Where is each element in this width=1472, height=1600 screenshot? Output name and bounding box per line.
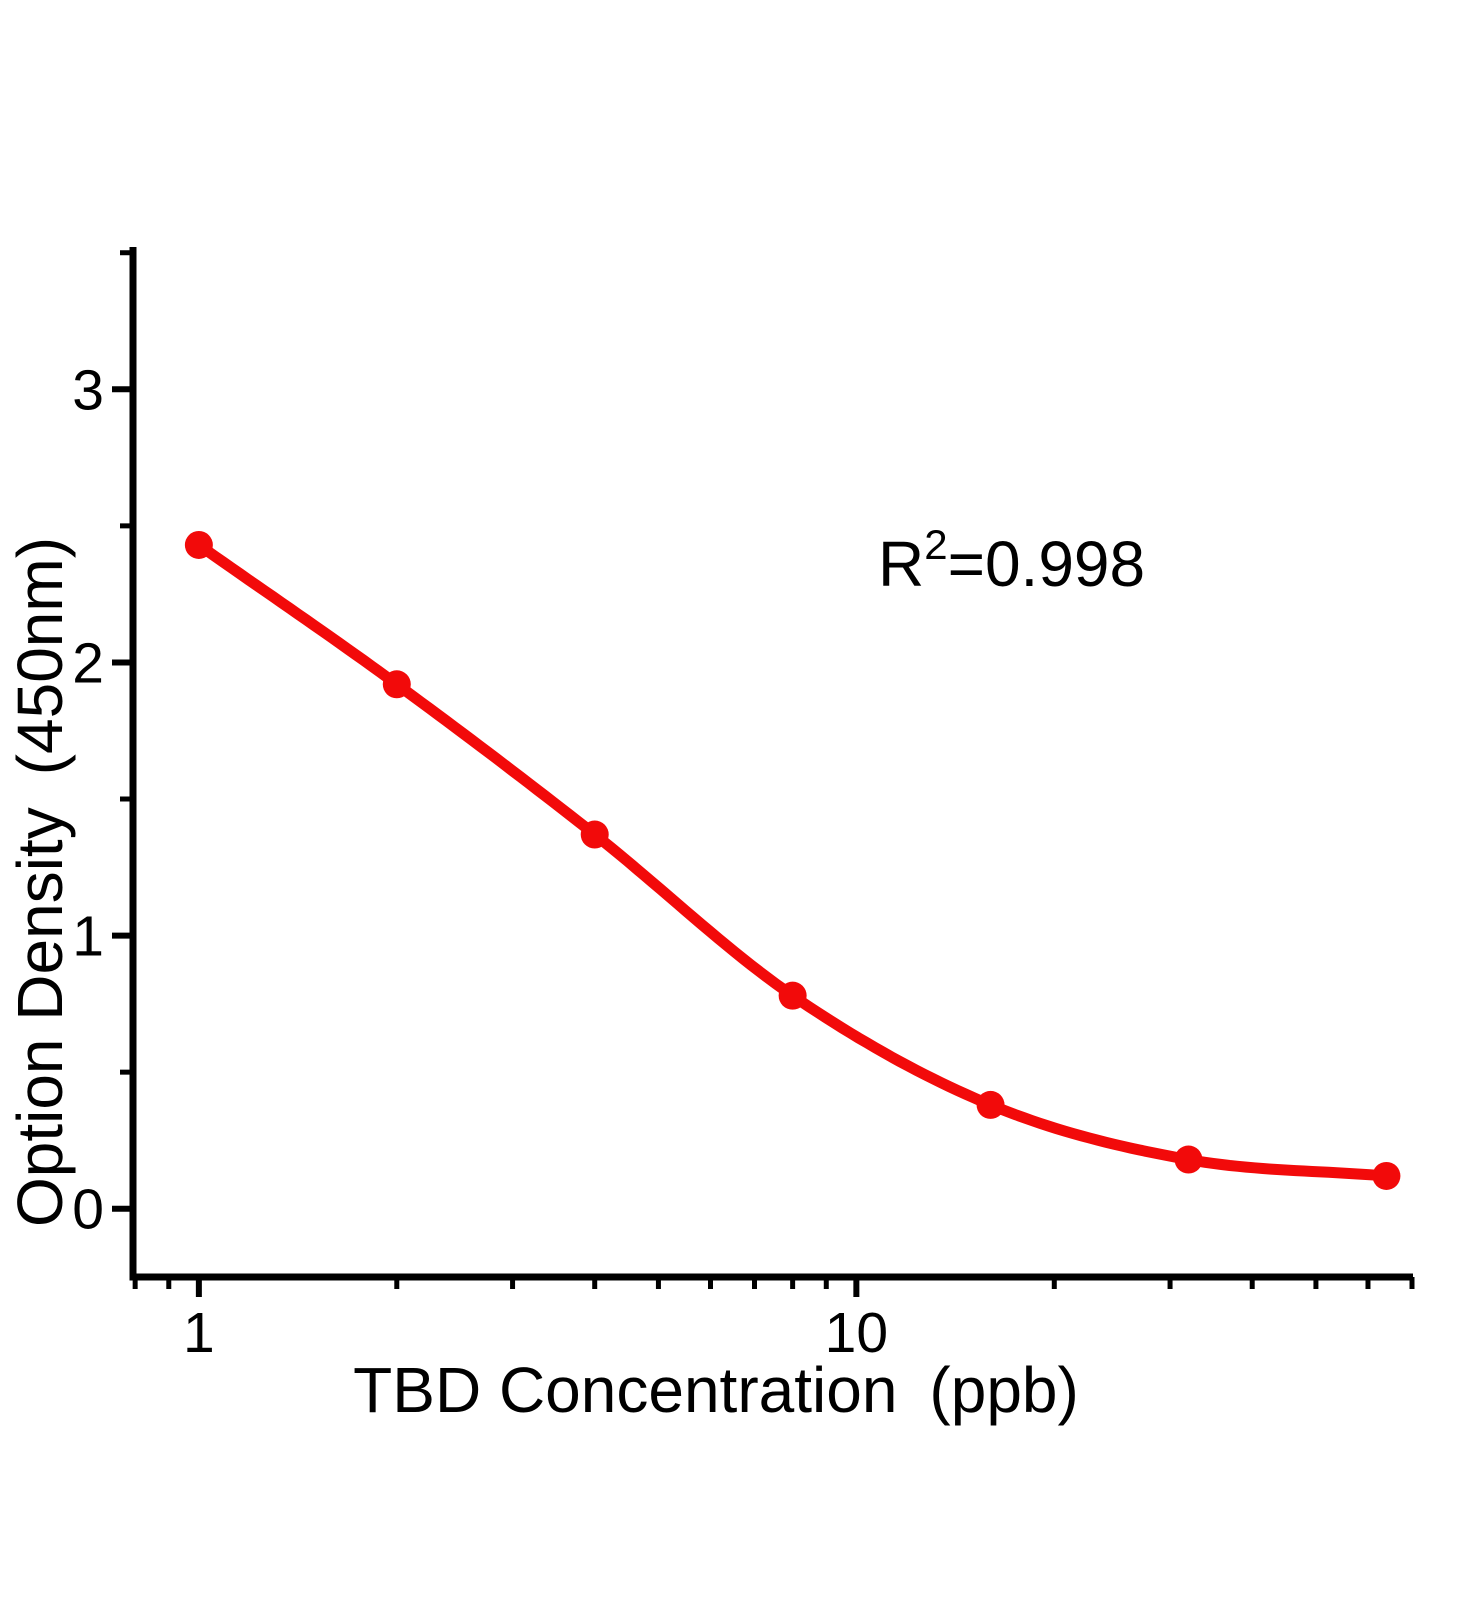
data-point xyxy=(778,981,807,1010)
data-points xyxy=(184,530,1401,1190)
fit-curve-line xyxy=(193,539,1392,1182)
data-point xyxy=(976,1090,1005,1119)
y-tick-label: 3 xyxy=(72,358,104,422)
data-point xyxy=(184,530,213,559)
r-squared-base: R xyxy=(878,528,924,600)
data-point xyxy=(1174,1145,1203,1174)
x-axis: 1 10 xyxy=(129,1273,1415,1365)
data-point xyxy=(580,820,609,849)
data-point xyxy=(1372,1161,1401,1190)
y-axis-ticks xyxy=(112,250,133,1212)
data-point xyxy=(382,670,411,699)
y-axis-title: Option Density (450nm) xyxy=(4,537,76,1227)
y-tick-label: 1 xyxy=(72,905,104,969)
y-tick-label: 0 xyxy=(72,1178,104,1242)
r-squared-superscript: 2 xyxy=(924,521,947,568)
y-tick-label: 2 xyxy=(72,631,104,695)
x-axis-title: TBD Concentration (ppb) xyxy=(353,1354,1079,1426)
x-tick-label: 1 xyxy=(183,1301,215,1365)
y-axis: 0 1 2 3 xyxy=(72,247,137,1281)
x-axis-tick-labels: 1 10 xyxy=(183,1301,888,1365)
r-squared-annotation: R2=0.998 xyxy=(878,521,1145,600)
x-tick-label: 10 xyxy=(825,1301,888,1365)
y-axis-tick-labels: 0 1 2 3 xyxy=(72,358,104,1241)
r-squared-value: =0.998 xyxy=(948,528,1146,600)
x-axis-ticks xyxy=(132,1277,1415,1297)
